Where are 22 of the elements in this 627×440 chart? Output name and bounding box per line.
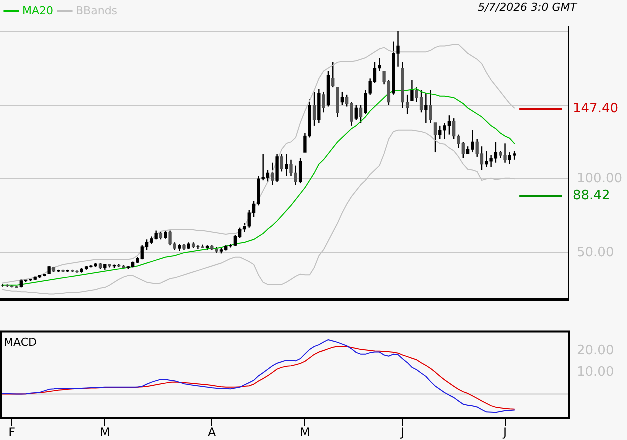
ref-line-label: 147.40 (573, 101, 618, 116)
x-tick-label: A (208, 425, 218, 440)
x-tick-label: M (300, 425, 310, 440)
x-tick-label: F (8, 425, 16, 440)
candlestick (340, 91, 344, 106)
chart-title: MACD (4, 336, 37, 350)
legend-label: MA20 (22, 4, 54, 18)
candlestick (480, 146, 484, 171)
candlestick (424, 92, 428, 124)
candlestick (434, 122, 438, 154)
candlestick (410, 80, 414, 102)
x-tick-label: M (100, 425, 110, 440)
text: 5/7/2026 3:0 GMT (478, 0, 578, 14)
candlestick (266, 170, 270, 183)
x-tick-label: J (400, 425, 405, 440)
candlestick (420, 90, 424, 114)
candlestick (196, 244, 200, 250)
candlestick (285, 153, 288, 177)
ref-line-label: 88.42 (573, 188, 610, 204)
candlestick (354, 104, 358, 121)
x-tick-label: J (502, 425, 508, 440)
candlestick (298, 158, 302, 184)
